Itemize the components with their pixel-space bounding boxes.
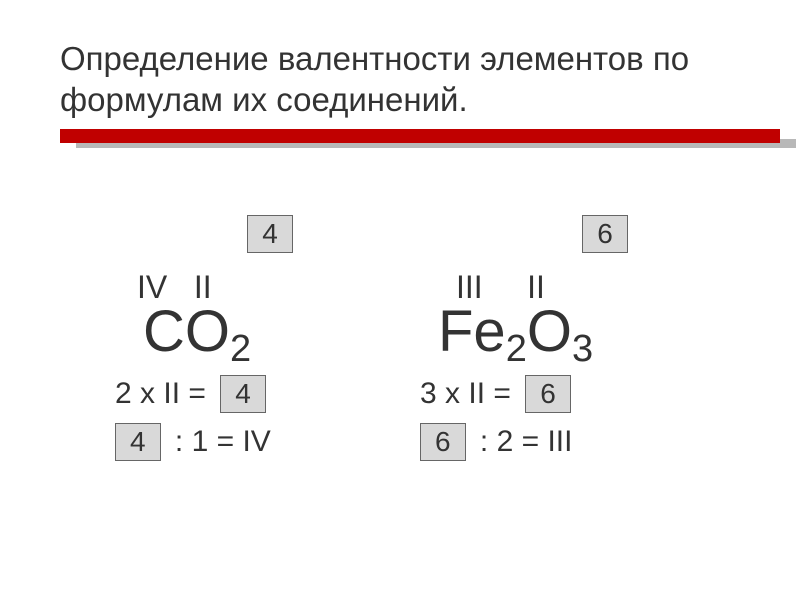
left-calc2-box: 4 [115, 423, 161, 461]
right-calc-2: 6 : 2 = III [420, 423, 740, 461]
right-lcm-box: 6 [582, 215, 628, 253]
left-sub2: 2 [230, 328, 251, 370]
left-column: 4 IV II CO2 2 x II = 4 4 : 1 = IV [115, 215, 385, 471]
left-lcm-box: 4 [247, 215, 293, 253]
left-calc-1: 2 x II = 4 [115, 375, 385, 413]
rule-red [60, 129, 780, 143]
slide-title: Определение валентности элементов по фор… [60, 38, 740, 121]
right-calc1-box: 6 [525, 375, 571, 413]
left-el2: O [185, 299, 230, 364]
left-el1: C [143, 299, 185, 364]
left-calc2-suffix: : 1 = IV [167, 425, 271, 459]
left-calc-2: 4 : 1 = IV [115, 423, 385, 461]
right-calc2-suffix: : 2 = III [472, 425, 573, 459]
right-calc-1: 3 x II = 6 [420, 375, 740, 413]
right-el1: Fe [438, 299, 506, 364]
right-column: 6 III II Fe2O3 3 x II = 6 6 : 2 = III [420, 215, 740, 471]
right-sub2: 3 [572, 328, 593, 370]
right-calc2-box: 6 [420, 423, 466, 461]
right-sub1: 2 [506, 328, 527, 370]
left-formula: CO2 [115, 302, 385, 363]
right-top-box-row: 6 [420, 215, 740, 253]
right-calc1-prefix: 3 x II = [420, 377, 519, 411]
left-calc1-box: 4 [220, 375, 266, 413]
right-el2: O [527, 299, 572, 364]
left-calc1-prefix: 2 x II = [115, 377, 214, 411]
title-block: Определение валентности элементов по фор… [0, 0, 800, 121]
right-formula: Fe2O3 [420, 302, 740, 363]
left-top-box-row: 4 [115, 215, 385, 253]
